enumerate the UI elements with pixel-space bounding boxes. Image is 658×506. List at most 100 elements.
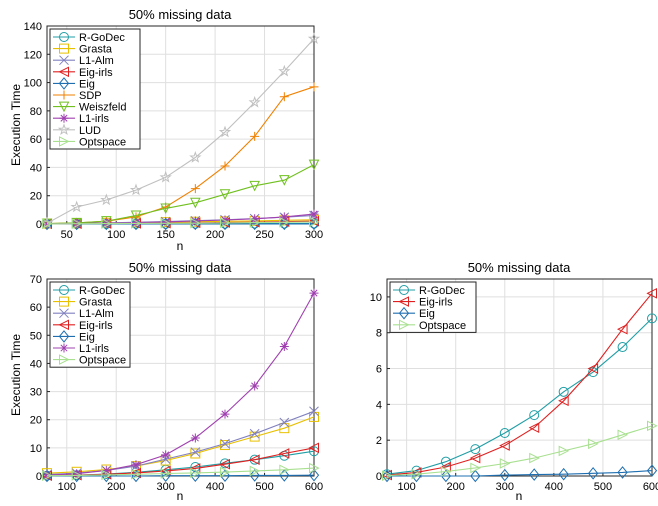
legend-entry: R-GoDec [53,32,125,44]
y-tick-label: 40 [30,162,42,174]
data-point [130,210,142,222]
series-line [387,470,653,477]
data-point [309,216,320,228]
y-tick-label: 50 [30,330,42,342]
chart-bottom-left: 50% missing data n Execution Time [9,260,232,503]
data-point [219,189,231,200]
legend-entry: Eig-irls [53,319,113,332]
x-axis-label: n [516,489,523,503]
legend-entry: Optspace [53,136,126,148]
y-tick-label: 70 [30,274,42,286]
legend-marker [58,66,69,78]
y-tick-label: 8 [376,328,382,340]
legend-label: Grasta [79,44,113,56]
data-point [308,442,319,454]
data-point [101,218,112,229]
y-tick-label: 100 [24,78,42,90]
y-axis-label: Execution Time [9,334,23,416]
y-tick-label: 120 [24,49,42,61]
legend-entry: Grasta [53,296,113,309]
data-point [309,209,319,219]
legend-entry: L1-Alm [53,55,114,67]
x-tick-label: 300 [305,229,323,241]
data-point [190,433,200,443]
legend-marker [57,123,71,136]
data-point [71,218,83,230]
x-tick-label: 400 [545,481,563,493]
legend-marker [59,43,69,54]
data-point [249,428,260,439]
series-line [386,292,653,476]
legend-marker [59,285,69,295]
data-point [249,431,260,442]
data-point [131,460,141,470]
data-point [161,450,171,460]
x-tick-label: 400 [206,481,224,493]
x-tick-label: 300 [496,481,514,493]
y-tick-label: 20 [30,415,42,427]
series-line [46,292,315,476]
data-point [309,82,319,92]
series-line [46,416,315,474]
data-point [646,288,657,299]
data-point [279,423,290,434]
legend-entry: Eig [53,77,95,90]
data-point [279,464,290,476]
legend-entry: L1-Alm [53,308,114,320]
series-line [46,164,315,225]
legend-marker [398,306,410,320]
chart-bottom-right: 50% missing data n [468,260,571,503]
legend-marker [59,32,69,42]
data-point [309,462,320,474]
data-point [131,218,142,229]
data-point [71,470,83,481]
legend-marker [59,354,70,365]
legend-marker [58,319,69,331]
legend-label: Eig-irls [419,297,453,309]
series-lud [40,32,321,229]
data-point [42,218,53,230]
data-point [70,200,83,213]
x-axis-label: n [177,239,184,253]
data-point [101,465,111,475]
data-point [190,467,201,479]
data-point [250,131,260,141]
legend-label: LUD [79,125,101,137]
y-tick-label: 80 [30,106,42,118]
legend-label: L1-Alm [79,308,114,320]
data-point [440,456,451,467]
legend-marker [59,308,69,319]
series-eig-irls [41,442,319,482]
data-point [440,469,452,483]
data-point [249,465,261,477]
data-point [220,215,230,225]
data-point [189,151,202,163]
x-tick-label: 500 [594,481,612,493]
data-point [279,92,289,102]
chart-title: 50% missing data [129,7,232,22]
data-point [440,466,452,477]
legend-marker [59,90,69,100]
data-point [220,217,231,229]
data-point [469,452,481,464]
y-tick-label: 2 [376,435,382,447]
series-l1-alm [42,210,319,229]
data-point [646,464,658,477]
data-point [587,363,599,374]
series-line [46,410,315,476]
data-point [249,469,260,482]
data-point [499,440,510,451]
data-point [470,462,481,474]
data-point [190,447,201,457]
y-tick-label: 0 [36,471,42,483]
data-point [529,410,540,421]
data-point [647,420,658,432]
y-tick-label: 40 [30,358,42,370]
x-tick-label: 500 [255,481,273,493]
series-optspace [382,420,658,481]
y-tick-label: 60 [30,302,42,314]
data-point [220,466,231,478]
chart-top-left: 50% missing data n Execution Time [9,7,232,253]
